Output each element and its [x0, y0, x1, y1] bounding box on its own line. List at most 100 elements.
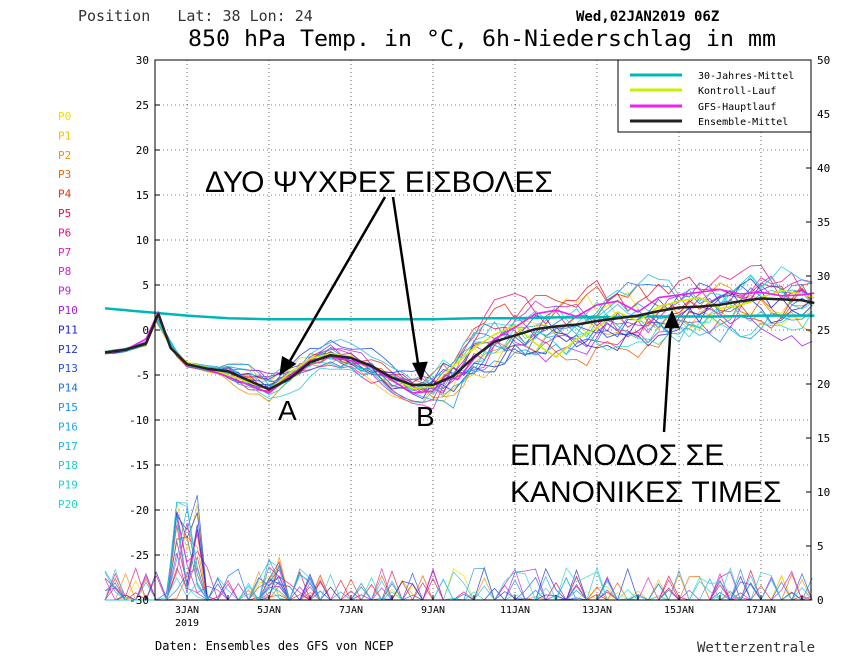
left-tick-label: -30	[129, 594, 149, 607]
member-precip-line	[105, 502, 813, 601]
x-tick-label: 7JAN	[339, 605, 363, 616]
member-label: P0	[58, 110, 71, 123]
data-source: Daten: Ensembles des GFS von NCEP	[155, 639, 393, 653]
member-label: P10	[58, 304, 78, 317]
member-label: P11	[58, 323, 78, 336]
right-axis-ticks: 0 5 10 15 20 25 30 35 40 45 50	[806, 54, 830, 607]
member-label: P5	[58, 207, 71, 220]
x-tick-label: 13JAN	[582, 605, 612, 616]
member-precip-line	[105, 495, 813, 602]
member-precip-line	[105, 533, 813, 601]
member-label: P18	[58, 459, 78, 472]
left-tick-label: 20	[136, 144, 149, 157]
member-line	[104, 308, 813, 409]
member-label: P19	[58, 479, 78, 492]
brand-label: Wetterzentrale	[697, 640, 815, 656]
main-series	[104, 288, 815, 394]
right-tick-label: 10	[817, 486, 830, 499]
member-line	[104, 275, 813, 392]
member-precip-line	[104, 567, 813, 601]
member-precip-line	[104, 524, 813, 601]
member-label: P17	[58, 440, 78, 453]
right-tick-label: 30	[817, 270, 830, 283]
x-tick-label: 15JAN	[664, 605, 694, 616]
ensemble-member-series	[104, 264, 813, 410]
member-label: P12	[58, 343, 78, 356]
arrowhead-a-icon	[279, 356, 297, 376]
chart-title: 850 hPa Temp. in °C, 6h-Niederschlag in …	[188, 27, 776, 52]
member-precip-line	[104, 502, 813, 602]
right-tick-label: 35	[817, 216, 830, 229]
annotation-b: B	[416, 401, 435, 432]
right-tick-label: 25	[817, 324, 830, 337]
member-precip-line	[104, 501, 813, 602]
right-tick-label: 20	[817, 378, 830, 391]
member-label: P6	[58, 226, 71, 239]
member-label: P7	[58, 246, 71, 259]
right-tick-label: 15	[817, 432, 830, 445]
series-line-mean	[104, 297, 815, 391]
left-tick-label: -25	[129, 549, 149, 562]
member-label: P16	[58, 420, 78, 433]
annotation-arrows	[279, 196, 680, 433]
right-tick-label: 40	[817, 162, 830, 175]
member-label: P4	[58, 188, 72, 201]
legend-label-mean: Ensemble-Mittel	[698, 117, 788, 128]
x-tick-label: 3JAN	[175, 605, 199, 616]
legend-label-control: Kontroll-Lauf	[698, 86, 776, 97]
member-label: P8	[58, 265, 71, 278]
left-tick-label: -20	[129, 504, 149, 517]
member-precip-line	[104, 529, 813, 602]
member-label: P1	[58, 129, 71, 142]
right-tick-label: 50	[817, 54, 830, 67]
series-line-climate	[104, 307, 815, 321]
left-tick-label: 30	[136, 54, 149, 67]
member-label: P14	[58, 382, 78, 395]
position-label: Position Lat: 38 Lon: 24	[78, 7, 313, 25]
legend-label-climate: 30-Jahres-Mittel	[698, 71, 794, 82]
member-line	[104, 272, 813, 410]
legend: 30-Jahres-Mittel Kontroll-Lauf GFS-Haupt…	[617, 59, 812, 133]
left-tick-label: 25	[136, 99, 149, 112]
chart-grid	[155, 60, 811, 600]
x-tick-label: 5JAN	[257, 605, 281, 616]
member-label: P15	[58, 401, 78, 414]
member-precip-line	[105, 536, 813, 602]
member-line	[104, 266, 813, 404]
annotation-return-line1: ΕΠΑΝΟΔΟΣ ΣΕ	[510, 439, 724, 472]
left-tick-label: 10	[136, 234, 149, 247]
member-precip-line	[104, 522, 813, 602]
left-tick-label: 5	[142, 279, 149, 292]
legend-label-gfs: GFS-Hauptlauf	[698, 102, 776, 113]
member-label: P3	[58, 168, 71, 181]
x-tick-year: 2019	[175, 618, 199, 629]
right-tick-label: 45	[817, 108, 830, 121]
arrow-to-b	[391, 196, 421, 371]
left-tick-label: -5	[136, 369, 149, 382]
member-precip-line	[105, 526, 813, 601]
right-tick-label: 5	[817, 540, 824, 553]
left-tick-label: -15	[129, 459, 149, 472]
run-datetime: Wed,02JAN2019 06Z	[576, 9, 719, 25]
left-tick-label: -10	[129, 414, 149, 427]
arrowhead-normal-icon	[664, 309, 680, 329]
annotation-a: A	[278, 395, 297, 426]
x-tick-label: 17JAN	[746, 605, 776, 616]
left-tick-label: 0	[142, 324, 149, 337]
annotation-return-line2: ΚΑΝΟΝΙΚΕΣ ΤΙΜΕΣ	[510, 476, 782, 509]
x-tick-label: 11JAN	[500, 605, 530, 616]
precipitation-series	[104, 495, 813, 602]
annotation-cold-outbreaks: ΔΥΟ ΨΥΧΡΕΣ ΕΙΣΒΟΛΕΣ	[205, 166, 553, 199]
left-tick-label: 15	[136, 189, 149, 202]
member-label: P2	[58, 149, 71, 162]
x-tick-label: 9JAN	[421, 605, 445, 616]
member-label-list: P0 P1 P2 P3 P4 P5 P6 P7 P8 P9 P10 P11 P12 P13 P14 P15 P1…	[58, 110, 78, 511]
member-precip-line	[104, 529, 813, 601]
right-tick-label: 0	[817, 594, 824, 607]
arrow-to-normal	[662, 321, 673, 433]
member-precip-line	[105, 536, 813, 601]
x-axis-ticks: 3JAN 2019 5JAN 7JAN 9JAN 11JAN 13JAN 15JAN 17JAN	[145, 595, 803, 629]
member-precip-line	[104, 507, 813, 601]
member-label: P20	[58, 498, 78, 511]
